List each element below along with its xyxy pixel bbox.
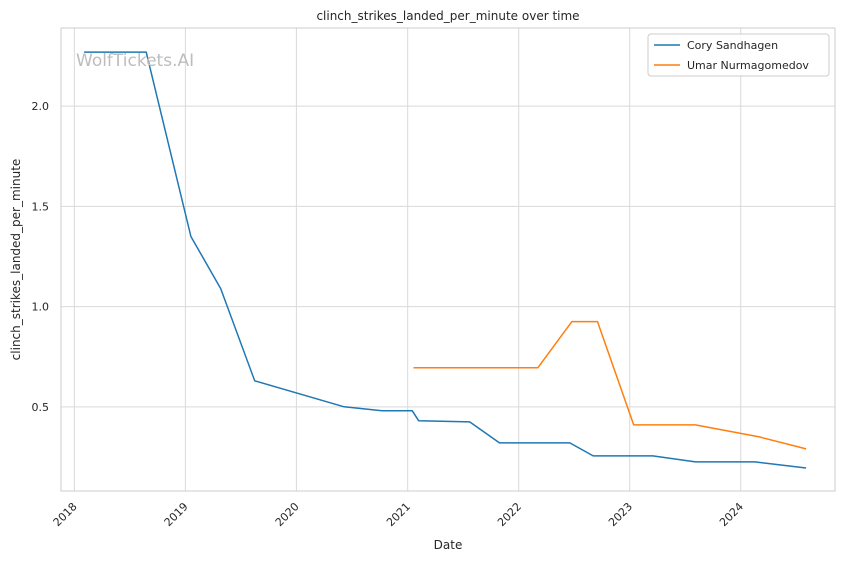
legend: Cory Sandhagen Umar Nurmagomedov bbox=[647, 33, 830, 77]
y-tick-label: 1.0 bbox=[32, 301, 50, 314]
x-axis-title: Date bbox=[434, 538, 463, 552]
y-tick-label: 2.0 bbox=[32, 100, 50, 113]
y-axis-title: clinch_strikes_landed_per_minute bbox=[9, 159, 23, 361]
series-line-2 bbox=[413, 320, 807, 450]
legend-box bbox=[647, 33, 830, 77]
grid bbox=[61, 28, 835, 491]
legend-label: Cory Sandhagen bbox=[687, 39, 778, 52]
y-tick-label: 0.5 bbox=[32, 401, 50, 414]
plot-frame bbox=[60, 27, 836, 492]
watermark-text: WolfTickets.AI bbox=[76, 51, 194, 71]
series-lines bbox=[84, 51, 807, 469]
series-line-1 bbox=[84, 51, 807, 469]
chart-title: clinch_strikes_landed_per_minute over ti… bbox=[316, 9, 579, 23]
legend-label: Umar Nurmagomedov bbox=[687, 59, 809, 72]
y-tick-label: 1.5 bbox=[32, 200, 50, 213]
